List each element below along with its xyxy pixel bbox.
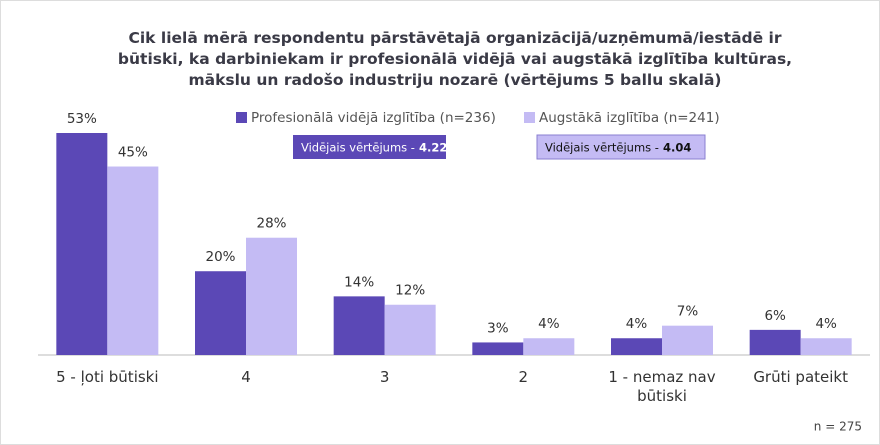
annotation-box xyxy=(293,135,446,159)
bar xyxy=(56,133,108,355)
bar xyxy=(384,304,436,355)
legend-swatch xyxy=(524,112,535,123)
x-tick-label: Grūti pateikt xyxy=(753,368,848,386)
data-label: 12% xyxy=(395,283,425,299)
data-label: 4% xyxy=(626,316,648,332)
legend-label: Augstākā izglītība (n=241) xyxy=(539,110,720,126)
annotation-value: 4.22 xyxy=(419,140,447,154)
chart-title: Cik lielā mērā respondentu pārstāvētajā … xyxy=(117,29,793,89)
legend-swatch xyxy=(236,112,247,123)
annotation-value: 4.04 xyxy=(663,140,691,154)
x-tick-label: 3 xyxy=(379,368,390,386)
data-label: 4% xyxy=(538,316,560,332)
bar xyxy=(195,271,246,355)
x-tick-label: 5 - ļoti būtiski xyxy=(56,368,159,386)
x-tick-label: 2 xyxy=(518,368,529,386)
bar xyxy=(749,329,801,355)
data-label: 20% xyxy=(205,249,235,265)
bar xyxy=(800,338,852,355)
note: n = 275 xyxy=(814,420,862,434)
annotation: Vidējais vērtējums - 4.22 xyxy=(301,140,447,154)
annotation: Vidējais vērtējums - 4.04 xyxy=(545,140,691,154)
bar xyxy=(472,342,524,355)
legend-label: Profesionālā vidējā izglītība (n=236) xyxy=(251,110,496,126)
data-label: 45% xyxy=(118,145,148,161)
bar xyxy=(662,325,713,355)
data-label: 3% xyxy=(487,320,509,336)
annotation-label: Vidējais vērtējums - xyxy=(301,140,415,154)
bar xyxy=(107,166,159,355)
bar xyxy=(611,338,662,355)
bar xyxy=(333,296,385,355)
data-label: 7% xyxy=(677,304,699,320)
annotation-label: Vidējais vērtējums - xyxy=(545,140,659,154)
data-label: 4% xyxy=(815,316,837,332)
x-tick-label: 1 - nemaz nav būtiski xyxy=(608,368,716,405)
data-label: 14% xyxy=(344,274,374,290)
bar xyxy=(523,338,575,355)
data-label: 53% xyxy=(67,111,97,127)
data-label: 6% xyxy=(764,308,786,324)
bar xyxy=(246,237,297,355)
annotation-box xyxy=(536,134,706,160)
data-label: 28% xyxy=(256,216,286,232)
x-tick-label: 4 xyxy=(241,368,251,386)
